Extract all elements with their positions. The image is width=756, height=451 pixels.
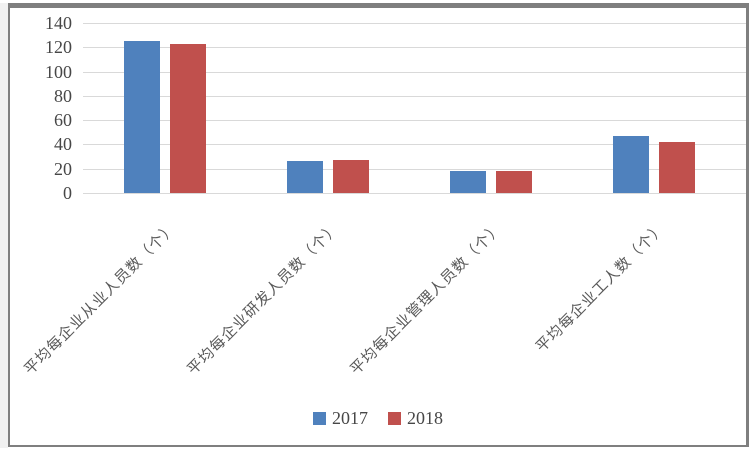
legend-label-2017: 2017: [332, 408, 368, 428]
bar-2018-category-2: [332, 160, 369, 193]
gridline-y-0: [83, 193, 746, 194]
y-axis-tick-labels: 0 20 40 60 80 100 120 140: [18, 13, 72, 203]
gridline-y-60: [83, 120, 746, 122]
y-tick-label-140: 140: [45, 13, 72, 33]
bar-2017-category-3: [449, 171, 486, 193]
y-tick-label-40: 40: [54, 134, 72, 155]
x-axis-category-labels: 平均每企业从业人员数（个） 平均每企业研发人员数（个） 平均每企业管理人员数（个）平…: [22, 217, 746, 407]
plot-area: [83, 23, 746, 194]
category-label-2: 平均每企业研发人员数（个）: [185, 219, 344, 379]
bar-2018-category-4: [658, 142, 695, 193]
gridline-y-140: [83, 23, 746, 24]
bar-2017-category-2: [286, 161, 323, 193]
legend-item-2018: 2018: [388, 408, 443, 429]
legend: 2017 2018: [0, 408, 756, 429]
legend-swatch-2017: [313, 412, 326, 425]
bar-2017-category-4: [612, 135, 649, 193]
gridline-y-20: [83, 168, 746, 170]
y-tick-label-100: 100: [45, 61, 72, 82]
y-tick-label-60: 60: [54, 110, 72, 131]
y-tick-label-120: 120: [45, 37, 72, 58]
bar-2017-category-1: [123, 41, 160, 193]
legend-swatch-2018: [388, 412, 401, 425]
category-label-3: 平均每企业管理人员数（个）: [348, 219, 507, 379]
gridline-y-80: [83, 95, 746, 97]
y-tick-label-80: 80: [54, 85, 72, 106]
y-tick-label-20: 20: [54, 158, 72, 179]
gridline-y-120: [83, 47, 746, 49]
gridline-y-100: [83, 71, 746, 73]
y-tick-label-0: 0: [63, 183, 72, 203]
legend-item-2017: 2017: [313, 408, 368, 429]
category-label-4: 平均每企业工人数（个）: [533, 219, 670, 356]
legend-label-2018: 2018: [407, 408, 443, 428]
page-margin-strip: [0, 3, 8, 448]
bar-2018-category-1: [169, 43, 206, 193]
gridline-y-40: [83, 144, 746, 146]
bar-2018-category-3: [495, 171, 532, 193]
